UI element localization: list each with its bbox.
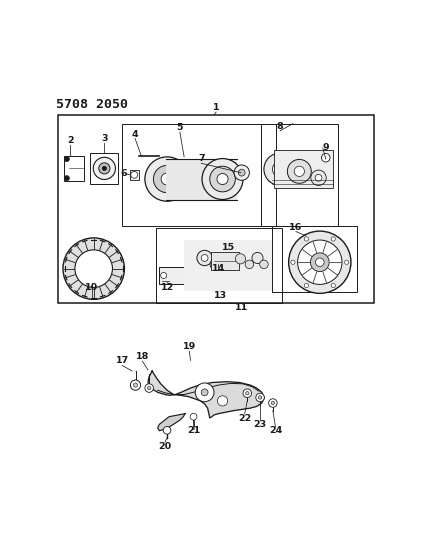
Text: 5708 2050: 5708 2050 [56, 98, 128, 111]
Circle shape [297, 240, 342, 285]
Circle shape [245, 260, 254, 269]
Text: 12: 12 [160, 282, 174, 292]
Circle shape [161, 173, 173, 185]
Circle shape [269, 399, 277, 407]
Circle shape [202, 158, 243, 199]
Text: 16: 16 [289, 222, 303, 231]
Bar [130, 169, 140, 180]
Circle shape [153, 165, 181, 193]
Circle shape [243, 389, 252, 398]
Circle shape [190, 413, 197, 420]
Text: 24: 24 [269, 426, 282, 435]
Circle shape [260, 260, 268, 269]
Circle shape [217, 174, 228, 184]
Text: 13: 13 [214, 291, 227, 300]
Circle shape [238, 169, 245, 176]
Circle shape [256, 393, 265, 402]
Text: 2: 2 [67, 136, 74, 146]
Bar [274, 150, 333, 189]
Circle shape [331, 284, 336, 288]
Text: 5: 5 [177, 123, 183, 132]
Circle shape [210, 259, 222, 270]
Circle shape [310, 253, 329, 272]
Circle shape [131, 380, 141, 390]
Circle shape [259, 396, 262, 399]
Circle shape [64, 156, 69, 161]
Bar [184, 240, 272, 291]
Text: 15: 15 [223, 243, 235, 252]
Circle shape [134, 383, 138, 387]
Circle shape [195, 383, 214, 402]
Circle shape [63, 238, 125, 300]
Circle shape [315, 174, 322, 181]
Circle shape [93, 157, 116, 180]
Text: 6: 6 [120, 169, 127, 179]
Text: 4: 4 [132, 130, 138, 139]
Circle shape [217, 396, 228, 406]
Circle shape [315, 258, 324, 266]
Text: 18: 18 [136, 352, 149, 361]
Bar [64, 156, 84, 181]
Bar [166, 158, 238, 199]
Circle shape [145, 157, 189, 201]
Text: 20: 20 [158, 442, 172, 451]
Circle shape [197, 251, 212, 265]
Circle shape [331, 237, 336, 241]
Circle shape [246, 392, 249, 395]
Circle shape [294, 166, 304, 176]
Circle shape [214, 262, 219, 267]
Bar [159, 268, 184, 285]
Text: 21: 21 [187, 426, 201, 435]
Circle shape [99, 163, 110, 174]
Text: 11: 11 [235, 303, 248, 312]
Text: 19: 19 [183, 342, 196, 351]
Bar [261, 124, 338, 226]
Circle shape [345, 260, 349, 264]
Bar [211, 252, 239, 270]
Text: 14: 14 [211, 263, 225, 272]
Text: 7: 7 [198, 154, 205, 163]
Circle shape [210, 166, 235, 192]
Circle shape [64, 176, 69, 181]
Circle shape [264, 153, 296, 185]
Circle shape [235, 254, 246, 264]
Circle shape [102, 166, 107, 171]
Polygon shape [158, 414, 185, 431]
Text: 23: 23 [253, 420, 267, 429]
Circle shape [311, 170, 326, 185]
Bar [272, 226, 357, 292]
Circle shape [304, 284, 309, 288]
Bar [156, 228, 282, 303]
Circle shape [287, 159, 311, 183]
Circle shape [160, 272, 166, 278]
Circle shape [145, 384, 153, 392]
Circle shape [75, 250, 113, 287]
Circle shape [163, 426, 171, 434]
Circle shape [234, 165, 250, 180]
Circle shape [271, 401, 275, 405]
Circle shape [201, 389, 208, 396]
Circle shape [304, 237, 309, 241]
Circle shape [273, 161, 288, 177]
Circle shape [288, 231, 351, 293]
Text: 17: 17 [116, 357, 129, 366]
Text: 10: 10 [85, 282, 98, 292]
Circle shape [148, 386, 151, 390]
Text: 3: 3 [101, 134, 107, 143]
Polygon shape [148, 371, 265, 418]
Text: 22: 22 [238, 414, 251, 423]
Circle shape [291, 260, 295, 264]
Text: 9: 9 [323, 143, 330, 152]
Bar [122, 124, 276, 226]
Circle shape [131, 172, 138, 178]
Circle shape [252, 253, 263, 263]
Bar [90, 153, 118, 184]
Bar [58, 115, 374, 303]
Text: 1: 1 [213, 103, 220, 112]
Text: 8: 8 [277, 122, 283, 131]
Circle shape [321, 154, 330, 162]
Circle shape [201, 255, 208, 261]
